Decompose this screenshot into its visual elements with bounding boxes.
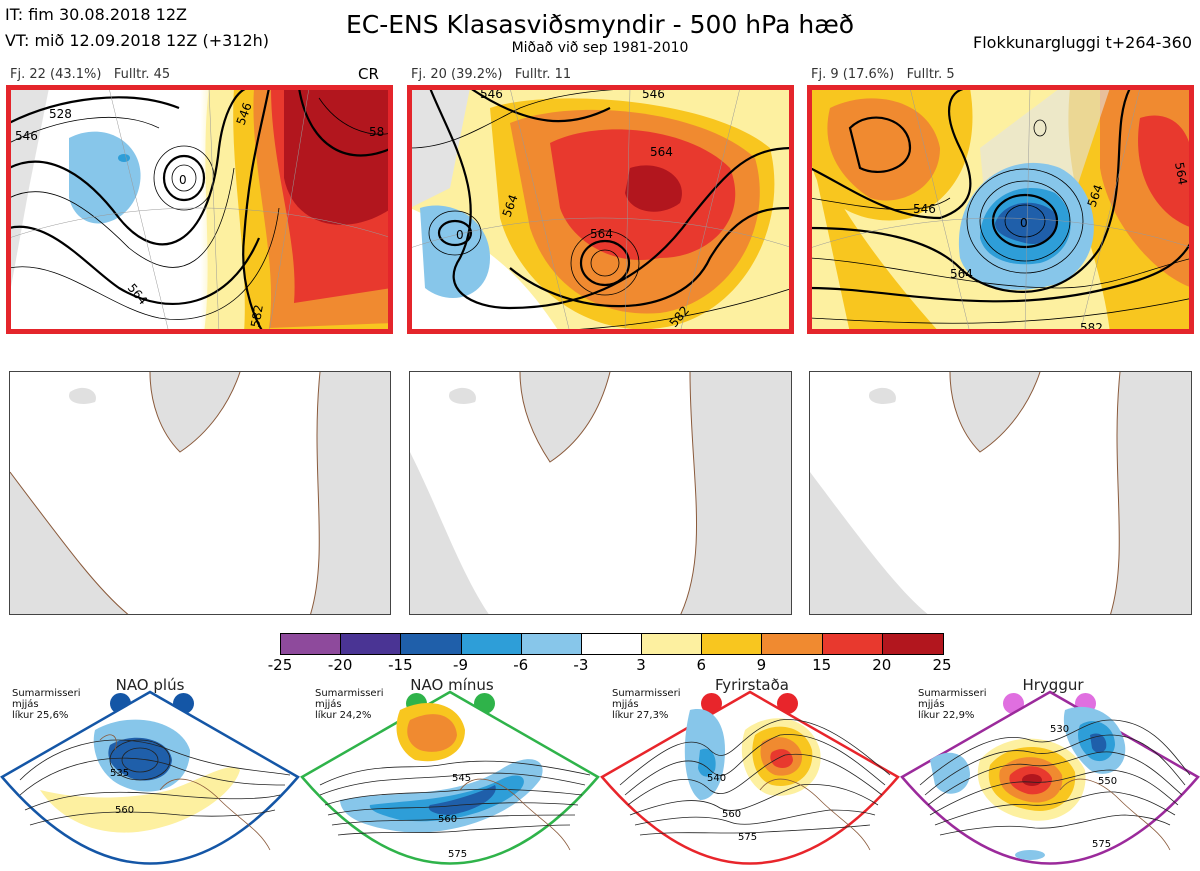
colorbar-tick-label: 25: [932, 656, 952, 674]
colorbar-swatch: [341, 634, 402, 654]
regime-4-map: 530 550 575: [900, 690, 1200, 865]
cluster-2-label: Fj. 20 (39.2%) Fulltr. 11: [411, 67, 572, 82]
regime-4-title: Hryggur: [1022, 676, 1084, 694]
cluster-3-contour-label-4: 582: [1080, 321, 1103, 332]
init-time: IT: fim 30.08.2018 12Z: [5, 5, 187, 24]
colorbar-swatch: [401, 634, 462, 654]
cluster-1-map: 528 546 546 564 582 58 0: [8, 87, 391, 332]
regime-4-contour-label-2: 550: [1098, 776, 1117, 787]
regime-3-map: 540 560 575: [600, 690, 900, 865]
page-subtitle: Miðað við sep 1981-2010: [511, 40, 689, 56]
colorbar: [280, 633, 944, 655]
regime-2-meta: Sumarmisseri mjjás líkur 24,2%: [315, 688, 384, 721]
colorbar-swatch: [461, 634, 522, 654]
regime-3-title: Fyrirstaða: [715, 676, 789, 694]
cluster-1-contour-label-2: 546: [15, 129, 38, 143]
colorbar-tick-label: -9: [453, 656, 469, 674]
colorbar-swatch: [762, 634, 823, 654]
classification-window: Flokkunargluggi t+264-360: [973, 33, 1192, 52]
colorbar-swatch: [581, 634, 643, 654]
cluster-2-contour-label-4: 546: [480, 88, 503, 101]
cluster-1-contour-label-7: 0: [179, 173, 187, 187]
cluster-1-contour-label-6: 58: [369, 125, 384, 139]
cluster-3-contour-label-5: 564: [1172, 161, 1190, 186]
colorbar-tick-label: 6: [696, 656, 707, 674]
regime-4-contour-label-3: 575: [1092, 839, 1111, 850]
cluster-3-frame: [807, 85, 1194, 334]
cluster-1-contour-label-1: 528: [49, 107, 72, 121]
cluster-2-map: 564 564 564 546 582 0 546: [409, 87, 792, 332]
empty-map-2: [409, 371, 792, 615]
colorbar-tick-label: -3: [573, 656, 589, 674]
colorbar-tick-label: -20: [327, 656, 353, 674]
regime-1-map: 535 560: [0, 690, 300, 865]
colorbar-tick-label: -6: [513, 656, 529, 674]
regime-3-contour-label-3: 575: [738, 832, 757, 843]
cluster-1-tag: CR: [358, 65, 379, 83]
colorbar-swatch: [702, 634, 763, 654]
empty-map-3: [809, 371, 1192, 615]
cluster-2-contour-label-3: 564: [590, 227, 613, 241]
colorbar-swatch: [642, 634, 703, 654]
colorbar-tick-label: 15: [812, 656, 832, 674]
regime-1-meta: Sumarmisseri mjjás líkur 25,6%: [12, 688, 81, 721]
cluster-2-contour-label-1: 564: [650, 145, 673, 159]
regime-4-contour-label-1: 530: [1050, 724, 1069, 735]
page-title: EC-ENS Klasasviðsmyndir - 500 hPa hæð: [345, 10, 855, 39]
regime-3-marker-left: [701, 693, 722, 714]
colorbar-tick-label: 3: [636, 656, 646, 674]
cluster-2-frame: [407, 85, 794, 334]
cluster-3-label: Fj. 9 (17.6%) Fulltr. 5: [811, 67, 955, 82]
regime-2-map: 545 560 575: [300, 690, 600, 865]
colorbar-tick-label: 20: [872, 656, 892, 674]
cluster-1-label: Fj. 22 (43.1%) Fulltr. 45: [10, 67, 171, 82]
regime-1-contour-label-2: 560: [115, 805, 134, 816]
cluster-1-frame: [6, 85, 393, 334]
regime-3-meta: Sumarmisseri mjjás líkur 27,3%: [612, 688, 681, 721]
regime-3-contour-label-2: 560: [722, 809, 741, 820]
cluster-2-contour-label-6: 0: [456, 228, 464, 242]
regime-1-title: NAO plús: [115, 676, 185, 694]
empty-map-1: [9, 371, 391, 615]
cluster-3-contour-label-2: 564: [950, 267, 973, 281]
valid-time: VT: mið 12.09.2018 12Z (+312h): [5, 31, 270, 50]
cluster-3-contour-label-1: 546: [913, 202, 936, 216]
cluster-2-contour-label-7: 546: [642, 88, 665, 101]
regime-3-marker-right: [777, 693, 798, 714]
colorbar-swatch: [521, 634, 582, 654]
cluster-3-contour-label-6: 0: [1020, 216, 1028, 230]
cluster-3-map: 546 564 564 582 564 0: [809, 87, 1192, 332]
regime-2-contour-label-2: 560: [438, 814, 457, 825]
colorbar-tick-label: -25: [267, 656, 293, 674]
colorbar-swatch: [882, 634, 943, 654]
regime-2-contour-label-3: 575: [448, 849, 467, 860]
colorbar-swatch: [281, 634, 342, 654]
regime-1-contour-label-1: 535: [110, 768, 129, 779]
regime-3-contour-label-1: 540: [707, 773, 726, 784]
colorbar-swatch: [822, 634, 883, 654]
regime-2-title: NAO mínus: [410, 676, 494, 694]
regime-2-contour-label-1: 545: [452, 773, 471, 784]
colorbar-tick-label: 9: [756, 656, 767, 674]
regime-4-meta: Sumarmisseri mjjás líkur 22,9%: [918, 688, 987, 721]
colorbar-tick-label: -15: [388, 656, 413, 674]
cluster-1-contour-label-5: 582: [248, 304, 266, 329]
